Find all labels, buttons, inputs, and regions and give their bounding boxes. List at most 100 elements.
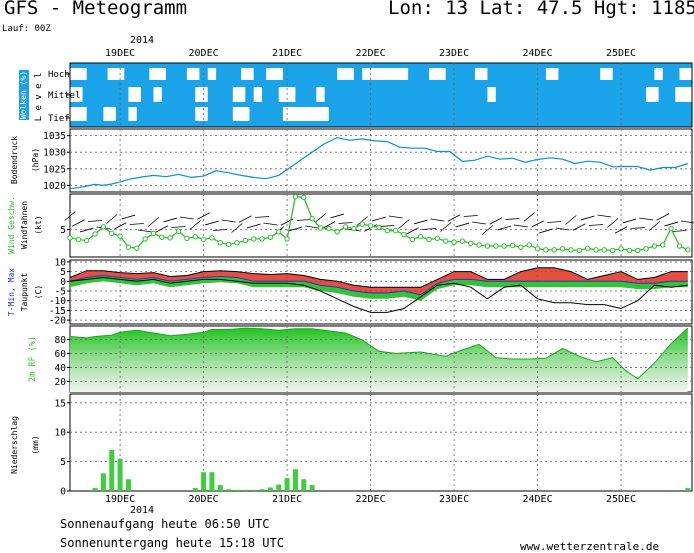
wind-point (501, 243, 507, 249)
precip-bar (117, 458, 123, 491)
wind-point (493, 243, 499, 249)
bodendruck-frame (69, 128, 693, 193)
panel-wind: 5 Wind Geschw. Windfahnen (kt) (7, 193, 694, 258)
wind-barb (580, 215, 595, 221)
wind-point (159, 234, 165, 240)
cloud-block-mittel (253, 87, 263, 102)
bottom-date-label: 21DEC (272, 494, 302, 505)
cloud-block-hoch (600, 68, 613, 80)
wind-barb (189, 220, 201, 230)
precip-bar (292, 469, 298, 491)
temp-tick-label: -5 (55, 287, 66, 298)
precip-tick-label: 5 (60, 457, 66, 468)
wind-unit-label: (kt) (34, 215, 43, 234)
wind-point (100, 224, 107, 230)
wind-barb (79, 227, 94, 233)
wind-barb (547, 221, 562, 223)
cloud-block-mittel (128, 87, 141, 102)
rh-tick-label: 40 (55, 363, 67, 374)
wind-point (534, 246, 541, 252)
wind-point (451, 239, 457, 245)
precip-bar (301, 479, 307, 491)
wind-tick-label: 5 (60, 225, 66, 236)
bottom-date-label: 23DEC (439, 494, 469, 505)
wind-point (443, 238, 449, 244)
wind-point (209, 235, 215, 241)
wind-barb (639, 217, 654, 221)
wind-barb (463, 215, 478, 217)
wind-point (301, 194, 307, 200)
wind-barb (372, 216, 386, 222)
cloud-block-tief (70, 107, 87, 121)
wind-point (601, 247, 608, 253)
model-run-label: Lauf: 00Z (2, 24, 51, 34)
wind-barb (288, 226, 303, 232)
precip-tick-label: 0 (60, 487, 66, 498)
wind-point (367, 223, 374, 229)
wind-point (609, 247, 616, 254)
wind-barb (305, 225, 320, 229)
wind-barb-axis-label: Windfahnen (20, 201, 29, 249)
cloud-block-tief (128, 107, 137, 121)
wind-barb (607, 218, 619, 228)
cloud-block-hoch (545, 68, 559, 80)
precip-bar (685, 488, 691, 491)
wind-barb (588, 224, 603, 226)
cloud-block-hoch (107, 68, 125, 80)
cloud-block-hoch (654, 68, 663, 80)
wind-point (484, 243, 491, 249)
pressure-tick-label: 1030 (43, 148, 66, 159)
wind-point (234, 240, 240, 246)
precip-unit-label: (mm) (31, 435, 40, 454)
wind-barb (171, 226, 186, 228)
wind-point (526, 242, 532, 248)
precip-bar (125, 479, 131, 491)
temp-tick-label: -10 (49, 296, 66, 307)
wind-barb (656, 213, 670, 221)
cloud-block-hoch (207, 68, 217, 80)
wind-point (92, 231, 98, 237)
top-date-label: 25DEC (606, 48, 636, 59)
level-label: Tief (48, 114, 70, 124)
website-link[interactable]: www.wetterzentrale.de (520, 540, 660, 553)
cloud-block-hoch (149, 68, 167, 80)
precip-bar (92, 488, 98, 491)
wind-speed-axis-label: Wind Geschw. (7, 196, 16, 254)
wind-point (434, 235, 441, 242)
precip-bar (201, 472, 207, 491)
temp-range-area (70, 267, 688, 295)
precip-tick-label: 10 (55, 428, 67, 439)
location-coords: Lon: 13 Lat: 47.5 Hgt: 1185m (388, 0, 694, 19)
wind-barb (322, 221, 336, 229)
wind-point (250, 236, 257, 242)
precip-bar (109, 449, 115, 491)
niederschlag-frame (69, 393, 693, 492)
rh-tick-label: 20 (55, 377, 67, 388)
wind-point (200, 236, 207, 243)
panel-bodendruck: 1020 1025 1030 1035 Bodendruck (hPa) (10, 128, 693, 193)
cloud-block-mittel (195, 87, 208, 102)
wind-point (175, 228, 182, 234)
wind-point (242, 237, 249, 244)
wind-barb (356, 216, 368, 226)
wind-point (167, 235, 173, 241)
bottom-date-label: 20DEC (189, 494, 219, 505)
wind-point (292, 194, 299, 200)
cloud-block-hoch (679, 68, 692, 80)
wind-barb (614, 226, 628, 234)
cloud-block-tief (282, 107, 329, 121)
precip-axis-label: Niederschlag (10, 416, 19, 474)
wind-frame (69, 193, 693, 258)
precip-bar (217, 485, 223, 491)
humidity-area (70, 328, 688, 392)
dewpoint-line (69, 276, 688, 313)
wind-barb (129, 223, 144, 225)
bottom-year-label: 2014 (130, 505, 154, 516)
wind-barb (231, 223, 243, 233)
panel-feuchte: 20 40 60 80 2m RF (%) (28, 325, 693, 393)
dewpoint-axis-label: Taupunkt (20, 273, 29, 312)
bottom-date-label: 24DEC (522, 494, 552, 505)
cloud-block-mittel (70, 87, 83, 102)
wind-point (643, 246, 649, 252)
